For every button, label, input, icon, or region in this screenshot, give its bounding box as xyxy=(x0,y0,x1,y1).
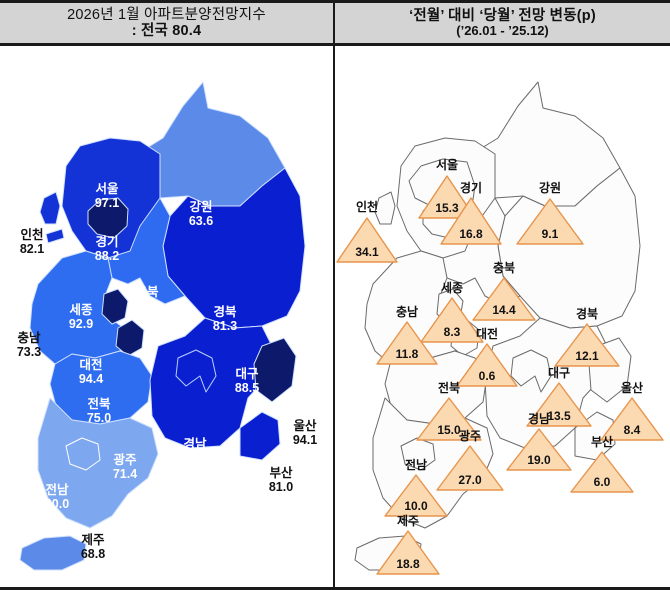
left-title-line2: : 전국 80.4 xyxy=(132,23,202,39)
region-shape-gyeonggi xyxy=(61,137,161,259)
left-panel: 2026년 1월 아파트분양전망지수 : 전국 80.4 xyxy=(0,0,335,590)
region-shape-sejong-core xyxy=(101,288,129,325)
triangle-marker-sejong xyxy=(420,297,484,343)
region-shape-gwangju-core xyxy=(65,437,101,471)
triangle-marker-busan xyxy=(570,451,634,493)
right-bottom-rule xyxy=(335,587,670,590)
triangle-marker-jeju xyxy=(376,530,440,575)
region-shape-jeju xyxy=(19,535,87,571)
triangle-marker-gwangju xyxy=(436,445,504,491)
triangle-marker-gyeongnam xyxy=(506,428,572,471)
left-title-national-value: 80.4 xyxy=(172,23,202,39)
triangle-marker-gangwon xyxy=(516,198,584,245)
outline-incheon xyxy=(374,191,396,225)
left-bottom-rule xyxy=(0,587,335,590)
triangle-marker-gyeongbuk xyxy=(554,323,620,367)
triangle-marker-daegu xyxy=(526,382,592,427)
triangle-marker-incheon xyxy=(336,217,398,263)
left-map: 서울 97.1 인천 82.1 경기 88.2 강원 63.6 충북 70.0 … xyxy=(0,46,335,590)
left-map-svg xyxy=(19,81,306,571)
triangle-marker-chungbuk xyxy=(472,277,536,321)
right-panel: ‘전월’ 대비 ‘당월’ 전망 변동(p) (’26.01 - ’25.12) xyxy=(335,0,670,590)
right-map: 서울 인천 경기 강원 충북 세종 충남 대전 전북 경북 대구 울산 경남 부… xyxy=(335,46,670,590)
triangle-marker-jeonnam xyxy=(384,474,448,517)
right-title-line2: (’26.01 - ’25.12) xyxy=(456,22,549,38)
region-shape-seoul-core xyxy=(87,197,129,239)
triangle-marker-daejeon xyxy=(456,343,518,387)
region-shape-incheon-2 xyxy=(45,228,65,244)
region-shape-daejeon-core xyxy=(115,319,145,357)
outline-gwangju-core xyxy=(400,437,436,471)
region-shape-incheon xyxy=(39,191,61,225)
left-title-line1: 2026년 1월 아파트분양전망지수 xyxy=(67,6,266,23)
left-title-prefix: : 전국 xyxy=(131,23,173,39)
right-panel-header: ‘전월’ 대비 ‘당월’ 전망 변동(p) (’26.01 - ’25.12) xyxy=(335,0,670,46)
region-shape-ulsan xyxy=(253,337,297,403)
triangle-marker-jeonbuk xyxy=(416,397,482,441)
triangle-marker-chungnam xyxy=(376,321,438,365)
triangle-marker-seoul xyxy=(418,175,476,219)
outline-daegu-core xyxy=(510,349,552,393)
triangle-marker-ulsan xyxy=(600,397,664,441)
triangle-marker-gyeonggi xyxy=(440,197,502,245)
region-shape-jeonnam xyxy=(37,397,159,529)
region-shape-busan xyxy=(239,411,281,461)
left-panel-header: 2026년 1월 아파트분양전망지수 : 전국 80.4 xyxy=(0,0,333,46)
right-title-line1: ‘전월’ 대비 ‘당월’ 전망 변동(p) xyxy=(409,7,596,24)
region-shape-daegu-core xyxy=(175,349,217,393)
right-map-svg xyxy=(336,81,664,575)
marker-triangles xyxy=(336,175,664,575)
